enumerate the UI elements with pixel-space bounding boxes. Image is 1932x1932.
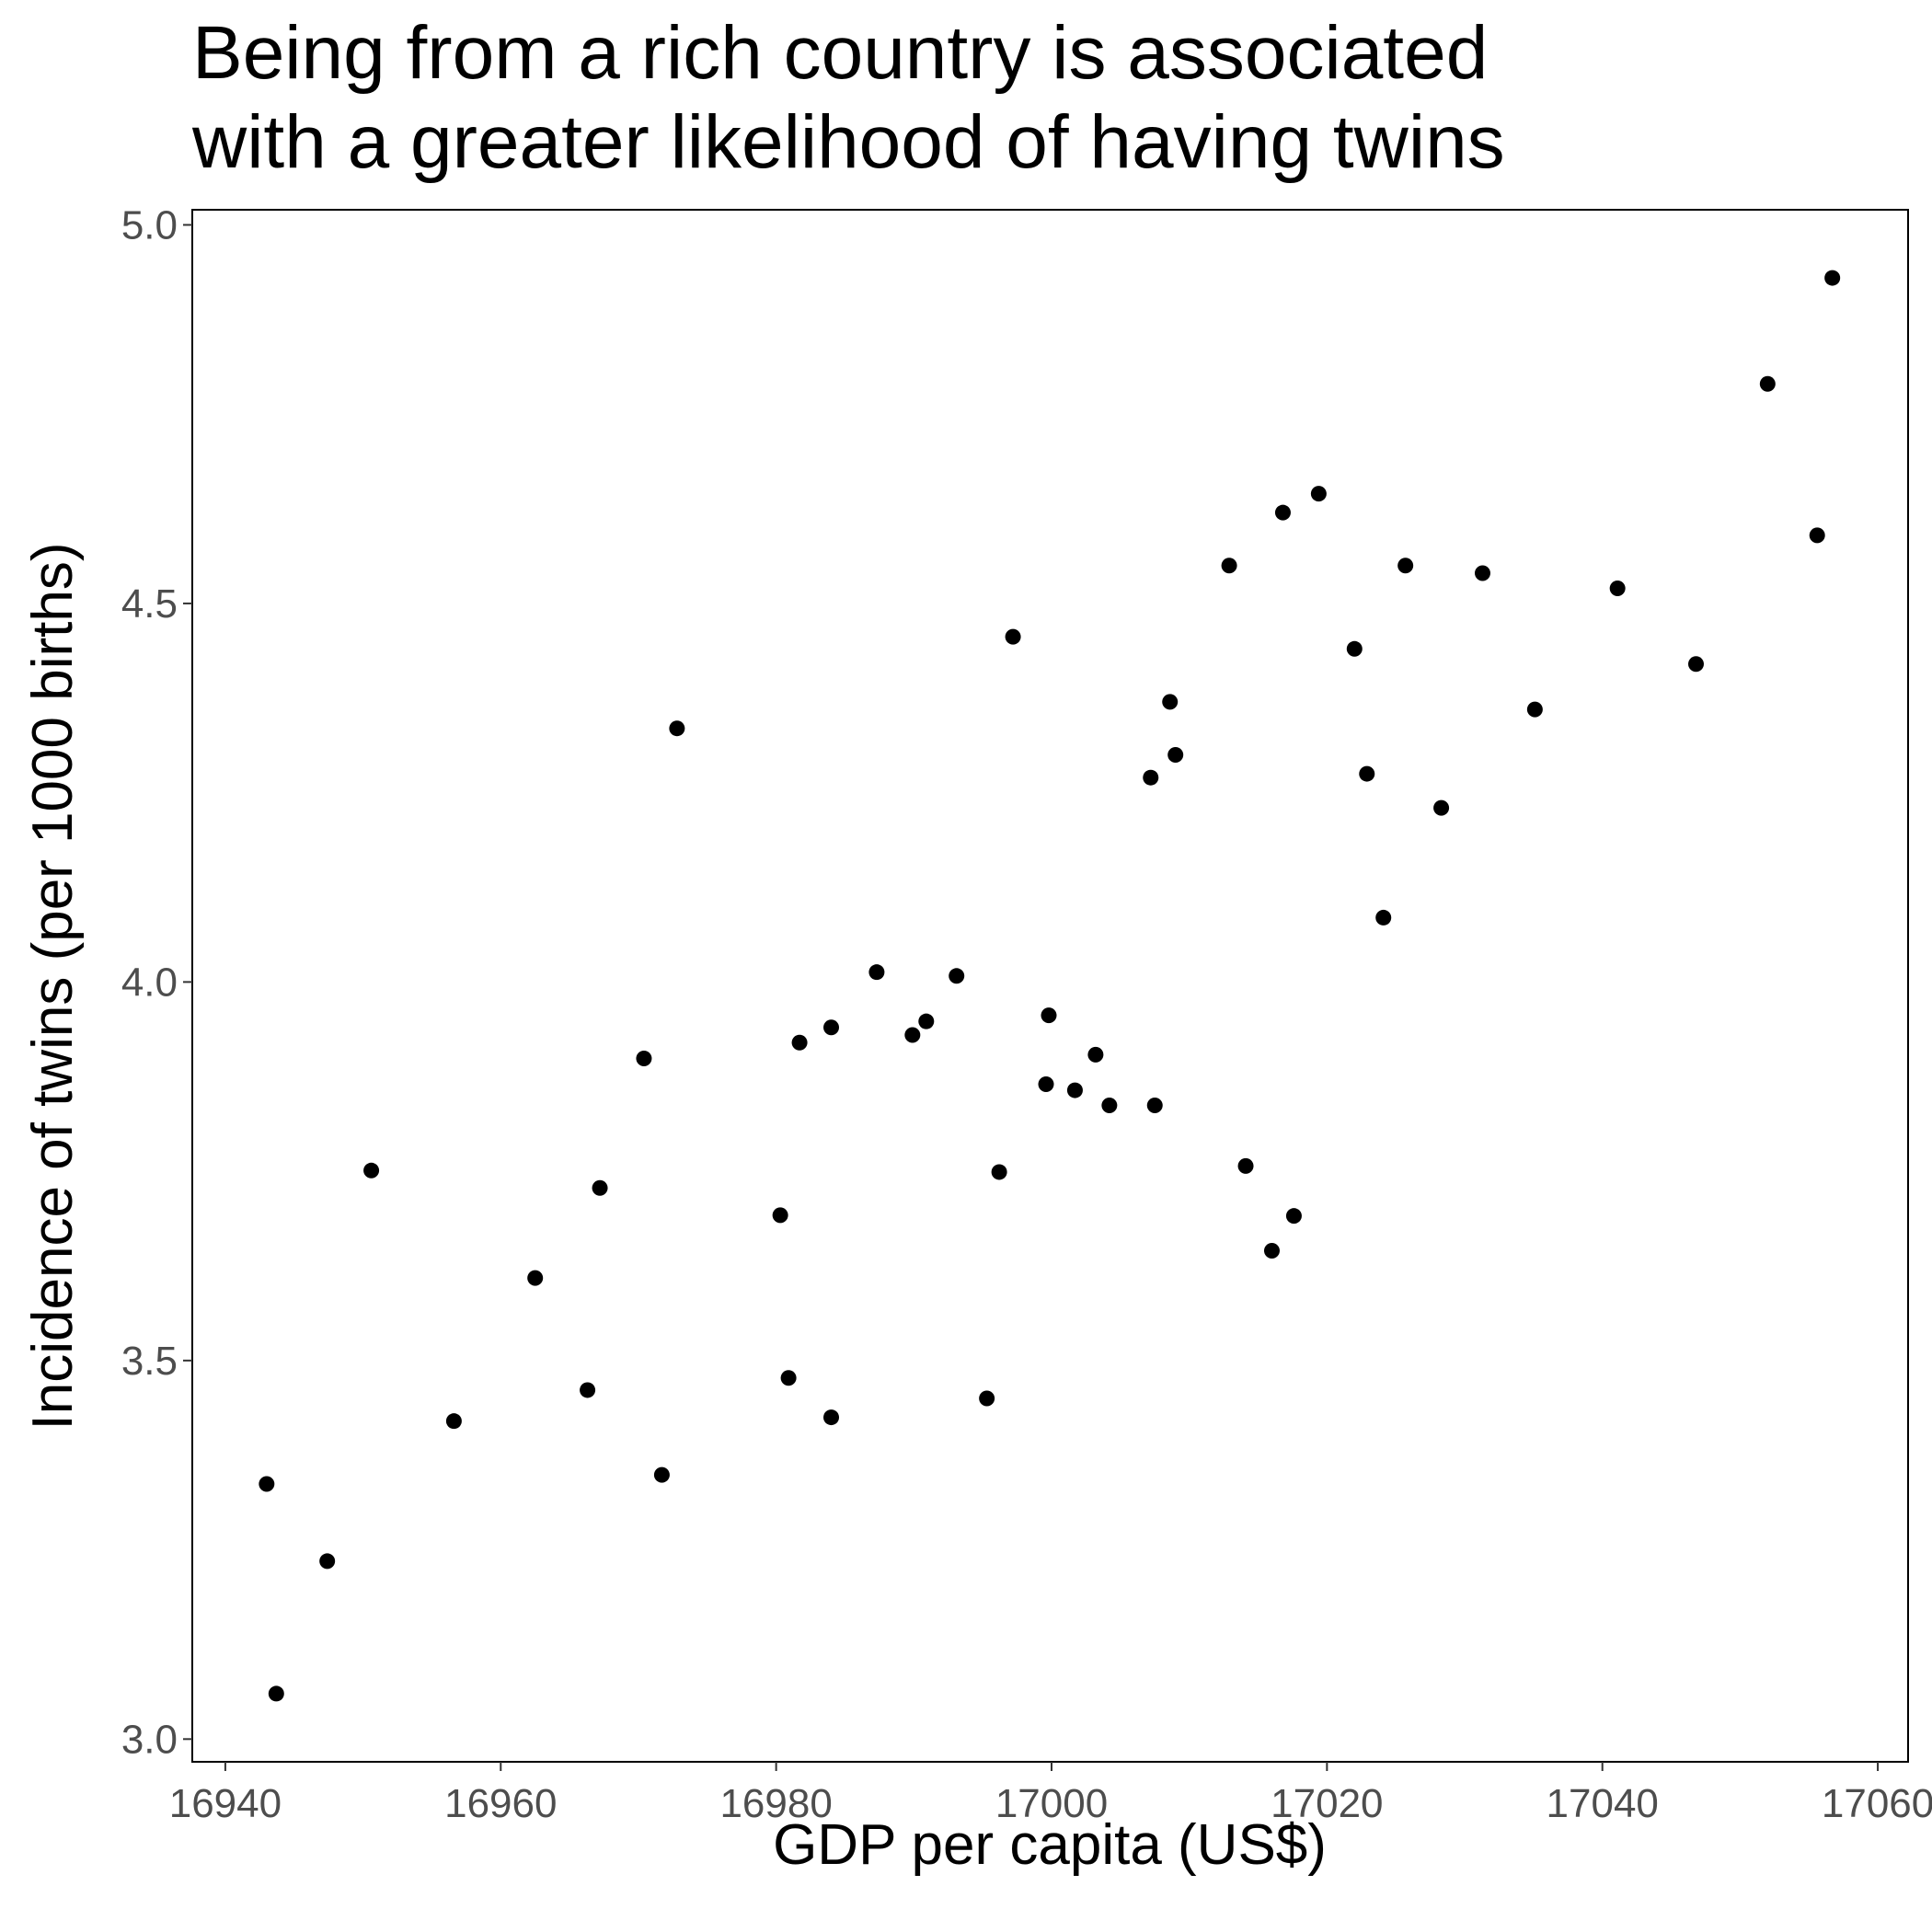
x-axis-title: GDP per capita (US$) (773, 1813, 1327, 1877)
x-tick-label: 16960 (444, 1781, 557, 1826)
point (653, 1466, 670, 1483)
point (1397, 558, 1414, 574)
chart-title: with a greater likelihood of having twin… (191, 100, 1505, 184)
point (918, 1013, 935, 1029)
point (1274, 504, 1291, 521)
point (1346, 640, 1363, 657)
point (1526, 701, 1543, 718)
point (1237, 1157, 1254, 1174)
point (791, 1034, 808, 1051)
point (868, 964, 885, 981)
point (823, 1019, 840, 1036)
point (823, 1409, 840, 1426)
chart-title: Being from a rich country is associated (192, 11, 1488, 95)
y-tick-label: 3.0 (121, 1717, 178, 1762)
point (363, 1162, 380, 1179)
y-tick-label: 5.0 (121, 202, 178, 247)
point (1285, 1208, 1302, 1225)
point (1041, 1007, 1057, 1024)
point (1809, 527, 1825, 544)
y-tick-label: 4.0 (121, 960, 178, 1005)
point (1609, 580, 1626, 596)
point (772, 1207, 788, 1224)
x-tick-label: 16940 (169, 1781, 282, 1826)
point (979, 1390, 995, 1407)
point (1687, 656, 1704, 673)
point (1263, 1243, 1280, 1259)
point (1038, 1075, 1054, 1092)
point (580, 1382, 596, 1398)
point (669, 720, 685, 737)
point (1066, 1082, 1083, 1098)
point (1824, 270, 1841, 286)
plot-panel (191, 209, 1909, 1763)
point (1167, 747, 1184, 764)
point (1221, 558, 1237, 574)
point (636, 1051, 652, 1067)
point (1146, 1098, 1163, 1114)
point (319, 1553, 336, 1570)
x-tick-label: 17000 (995, 1781, 1108, 1826)
y-tick-label: 3.5 (121, 1339, 178, 1384)
point (1474, 565, 1490, 581)
point (1375, 909, 1392, 926)
point (527, 1270, 544, 1286)
point (1087, 1046, 1104, 1063)
x-tick-label: 17060 (1822, 1781, 1932, 1826)
point (904, 1027, 921, 1043)
y-tick-label: 4.5 (121, 581, 178, 627)
point (592, 1179, 608, 1196)
point (1433, 799, 1450, 816)
y-axis-title: Incidence of twins (per 1000 births) (21, 543, 85, 1431)
point (268, 1685, 284, 1702)
point (259, 1476, 275, 1492)
point (780, 1370, 797, 1386)
point (949, 968, 965, 984)
point (1162, 694, 1179, 710)
point (1101, 1098, 1118, 1114)
point (445, 1413, 462, 1430)
x-tick-label: 17040 (1547, 1781, 1659, 1826)
x-tick-label: 16980 (719, 1781, 832, 1826)
point (1005, 628, 1021, 645)
point (1143, 769, 1159, 786)
point (1359, 765, 1375, 782)
point (1310, 486, 1327, 502)
point (1759, 375, 1776, 392)
x-tick-label: 17020 (1271, 1781, 1383, 1826)
point (991, 1164, 1007, 1180)
